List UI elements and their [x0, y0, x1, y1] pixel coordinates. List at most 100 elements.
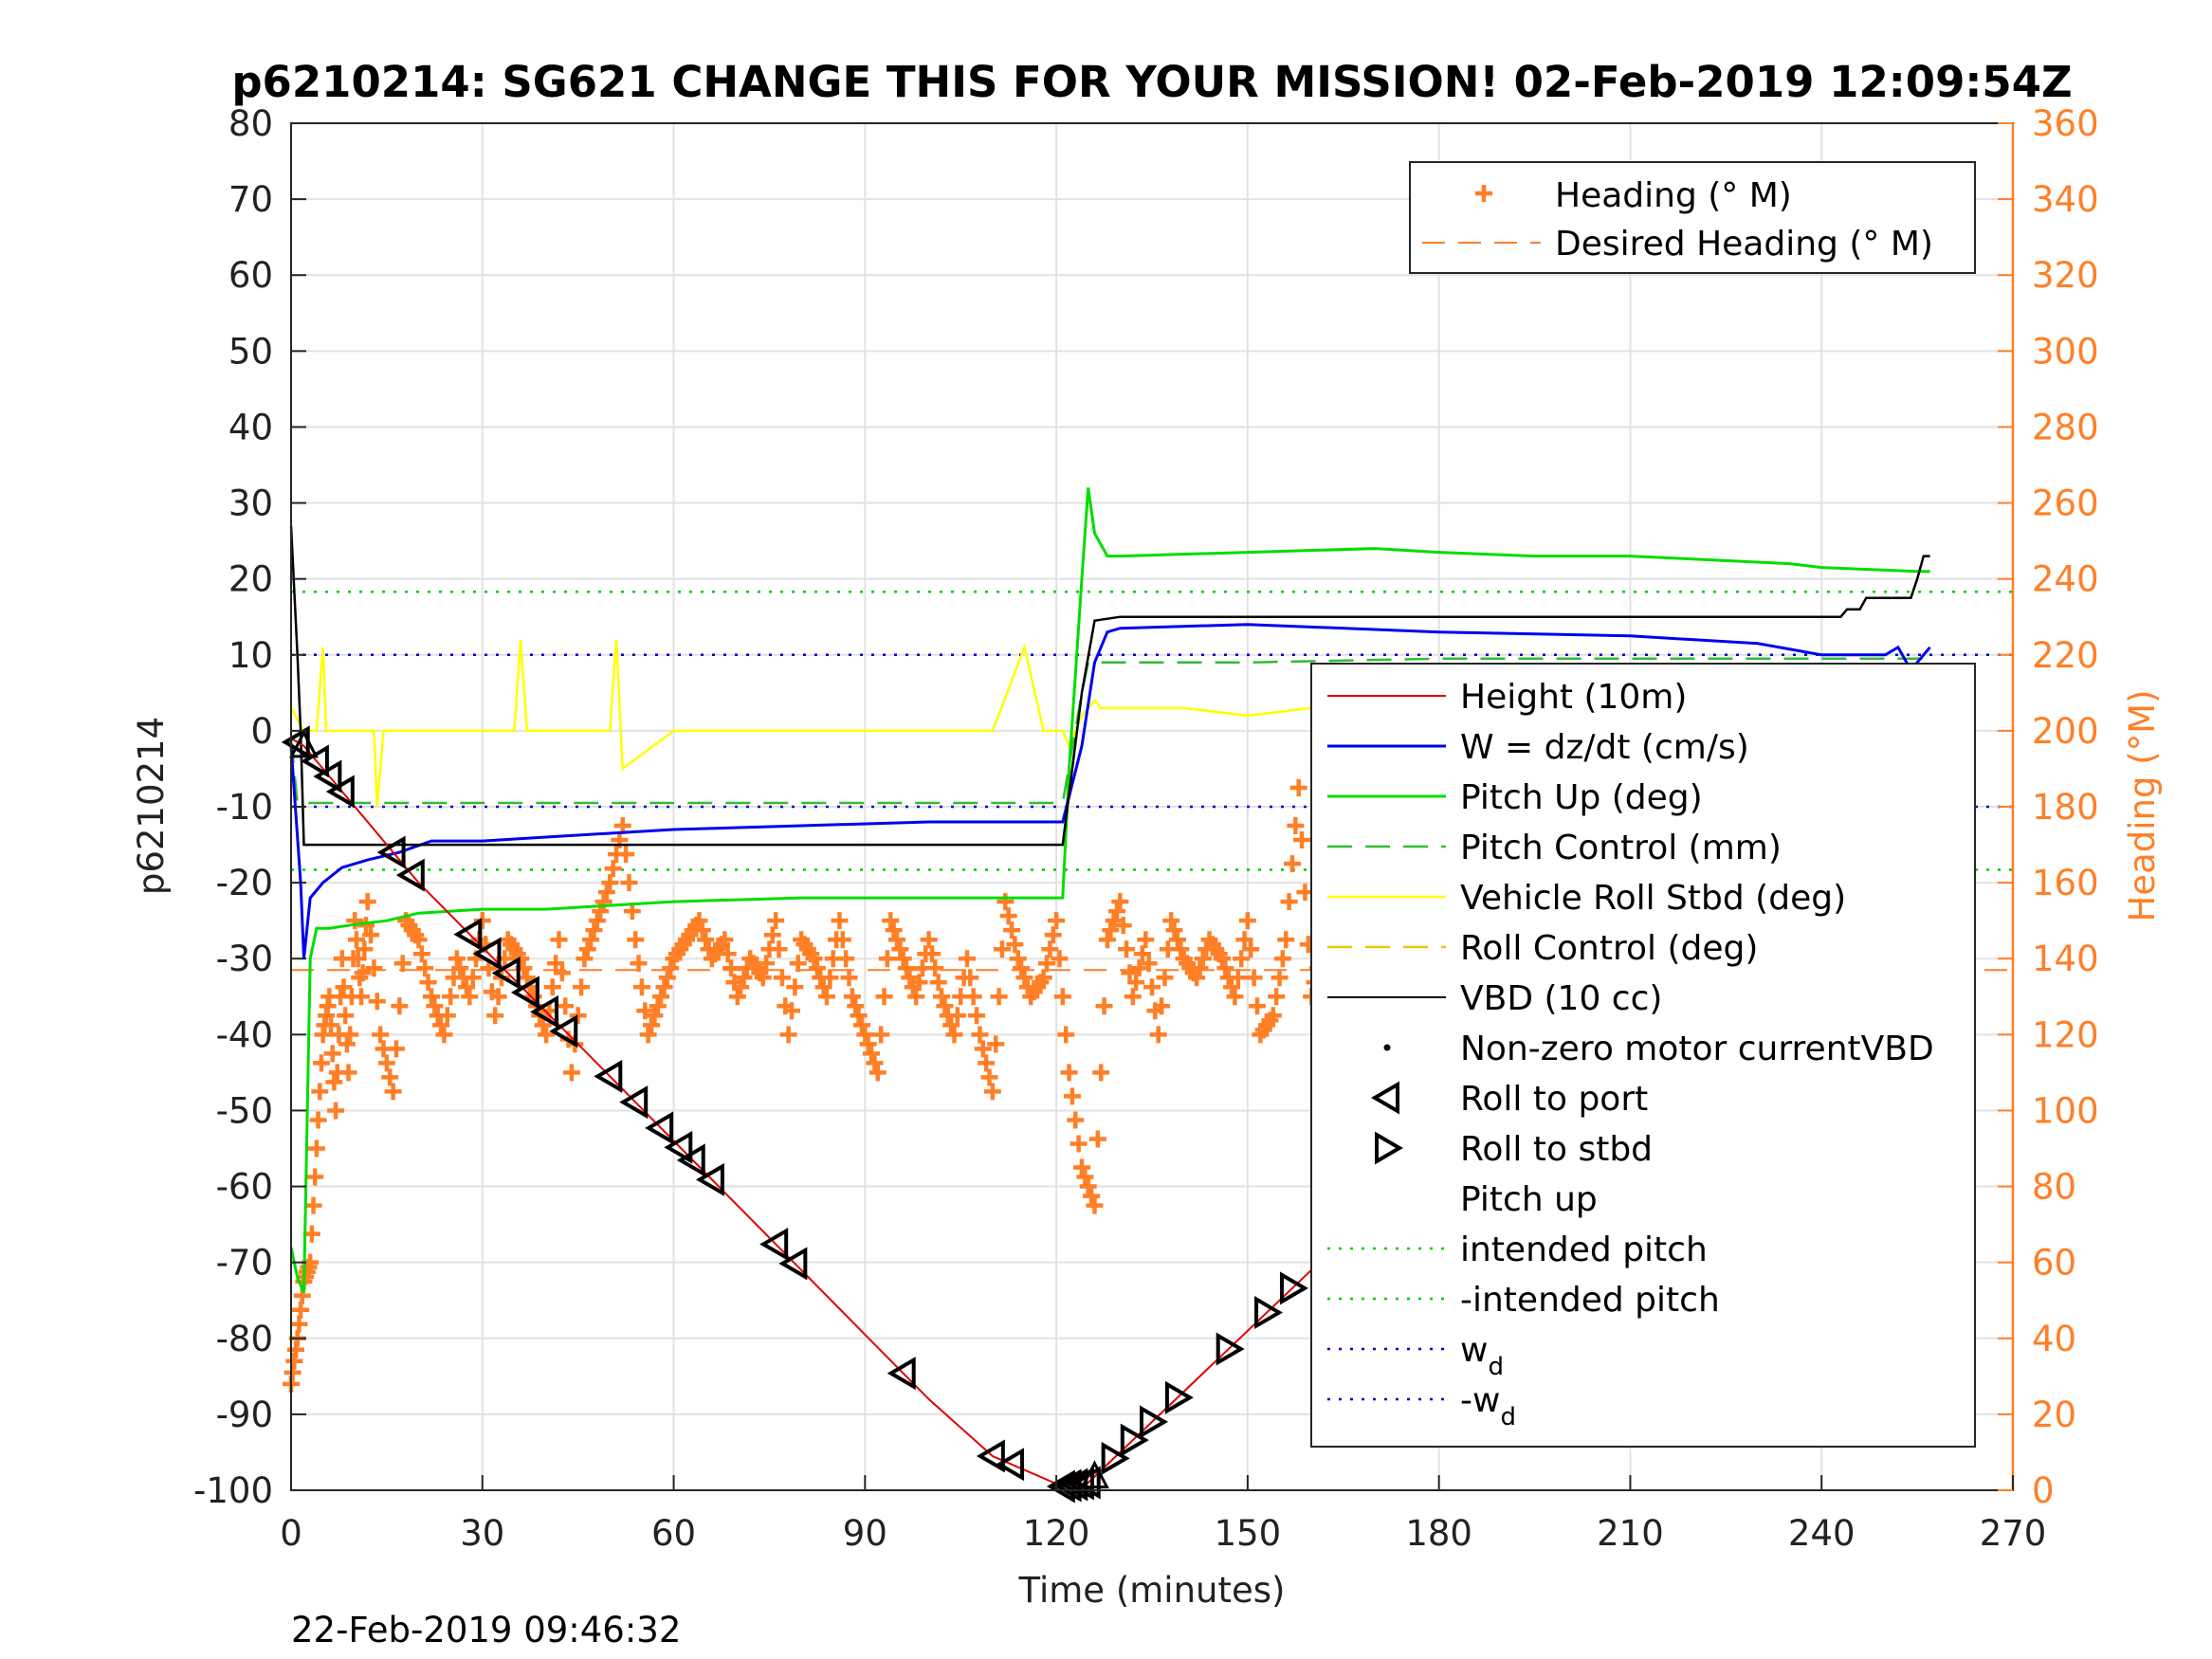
- heading-marker: [1216, 959, 1234, 977]
- y2-tick-label: 60: [2032, 1243, 2076, 1284]
- heading-marker: [658, 969, 676, 987]
- roll-to-port-marker: [325, 775, 355, 809]
- y2-axis-label: Heading (°M): [2122, 689, 2163, 921]
- heading-marker: [368, 993, 386, 1011]
- heading-marker: [391, 997, 409, 1015]
- heading-marker: [968, 1007, 986, 1025]
- heading-marker: [958, 950, 976, 968]
- y-tick-label: -80: [216, 1319, 273, 1359]
- heading-marker: [856, 1026, 874, 1044]
- heading-marker: [964, 988, 982, 1006]
- heading-marker: [885, 921, 903, 939]
- heading-marker: [1034, 969, 1052, 987]
- y2-tick-label: 200: [2032, 711, 2099, 752]
- heading-marker: [620, 874, 638, 892]
- heading-marker: [372, 1026, 390, 1044]
- heading-marker: [693, 921, 711, 939]
- heading-marker: [1242, 940, 1260, 958]
- heading-marker: [1124, 988, 1142, 1006]
- heading-marker: [948, 1007, 966, 1025]
- heading-marker: [451, 959, 469, 977]
- heading-marker: [346, 912, 364, 930]
- heading-marker: [1121, 964, 1139, 982]
- heading-marker: [569, 1007, 587, 1025]
- roll-to-port-marker: [395, 858, 425, 892]
- roll-to-port-marker: [676, 1143, 705, 1177]
- y2-tick-label: 220: [2032, 635, 2099, 676]
- heading-marker: [601, 874, 619, 892]
- heading-marker: [1143, 978, 1161, 996]
- heading-marker: [980, 1068, 998, 1086]
- roll-to-port-marker: [887, 1357, 916, 1391]
- heading-marker: [1098, 931, 1116, 949]
- y2-tick-label: 140: [2032, 939, 2099, 979]
- legend-item-8-swatch: [1371, 1081, 1399, 1115]
- heading-marker: [1067, 1111, 1085, 1129]
- y2-tick-label: 320: [2032, 255, 2099, 296]
- heading-marker: [983, 1083, 1001, 1101]
- heading-marker: [426, 997, 444, 1015]
- legend-item-10-swatch: [1372, 1181, 1402, 1211]
- heading-marker: [770, 940, 788, 958]
- heading-marker: [847, 997, 865, 1015]
- heading-marker: [852, 1016, 870, 1034]
- heading-marker: [875, 988, 893, 1006]
- heading-marker: [843, 988, 861, 1006]
- y-tick-label: -60: [216, 1167, 273, 1208]
- heading-marker: [1105, 912, 1123, 930]
- heading-marker: [588, 912, 606, 930]
- roll-to-port-marker: [976, 1439, 1005, 1473]
- roll-to-port-marker: [619, 1085, 649, 1120]
- heading-marker: [690, 912, 708, 930]
- y-tick-label: 40: [229, 407, 273, 447]
- legend-item-14-subscript: d: [1500, 1403, 1516, 1431]
- heading-marker: [926, 959, 944, 977]
- heading-marker: [307, 1139, 325, 1158]
- heading-legend-label: Heading (° M): [1555, 176, 1792, 215]
- heading-marker: [732, 978, 750, 996]
- heading-marker: [585, 921, 603, 939]
- heading-marker: [448, 950, 466, 968]
- x-tick-label: 90: [843, 1513, 887, 1554]
- heading-marker: [719, 945, 737, 963]
- heading-marker: [464, 969, 482, 987]
- heading-legend-marker: [1475, 185, 1492, 202]
- heading-marker: [290, 1315, 308, 1333]
- heading-marker: [597, 884, 615, 902]
- heading-marker: [473, 912, 491, 930]
- y-axis-label: p6210214: [131, 717, 172, 895]
- heading-marker: [1088, 1130, 1106, 1148]
- y-tick-label: -10: [216, 787, 273, 828]
- roll-to-port-marker: [645, 1111, 674, 1145]
- heading-marker: [543, 978, 561, 996]
- legend-item-12-label: -intended pitch: [1460, 1281, 1720, 1320]
- roll-to-port-marker: [664, 1130, 693, 1164]
- y-tick-label: -90: [216, 1395, 273, 1435]
- heading-marker: [538, 1026, 556, 1044]
- heading-marker: [786, 978, 804, 996]
- heading-marker: [617, 846, 635, 864]
- heading-marker: [547, 955, 565, 973]
- heading-marker: [649, 997, 667, 1015]
- heading-marker: [863, 1045, 881, 1063]
- y-tick-label: -20: [216, 863, 273, 903]
- heading-marker: [311, 1083, 329, 1101]
- heading-marker: [1172, 940, 1190, 958]
- roll-to-port-marker: [759, 1227, 789, 1261]
- heading-marker: [1140, 955, 1158, 973]
- heading-marker: [339, 1064, 357, 1082]
- heading-marker: [438, 1007, 456, 1025]
- heading-marker: [814, 978, 832, 996]
- heading-marker: [573, 978, 591, 996]
- legend-item-2-label: Pitch Up (deg): [1460, 778, 1703, 817]
- heading-marker: [1293, 831, 1311, 849]
- heading-marker: [1108, 902, 1126, 921]
- y2-tick-label: 260: [2032, 483, 2099, 524]
- x-tick-label: 210: [1597, 1513, 1664, 1554]
- heading-marker: [1287, 817, 1305, 835]
- heading-marker: [1226, 988, 1244, 1006]
- heading-marker: [323, 1045, 341, 1063]
- footer-timestamp: 22-Feb-2019 09:46:32: [291, 1610, 681, 1650]
- heading-marker: [1013, 959, 1031, 977]
